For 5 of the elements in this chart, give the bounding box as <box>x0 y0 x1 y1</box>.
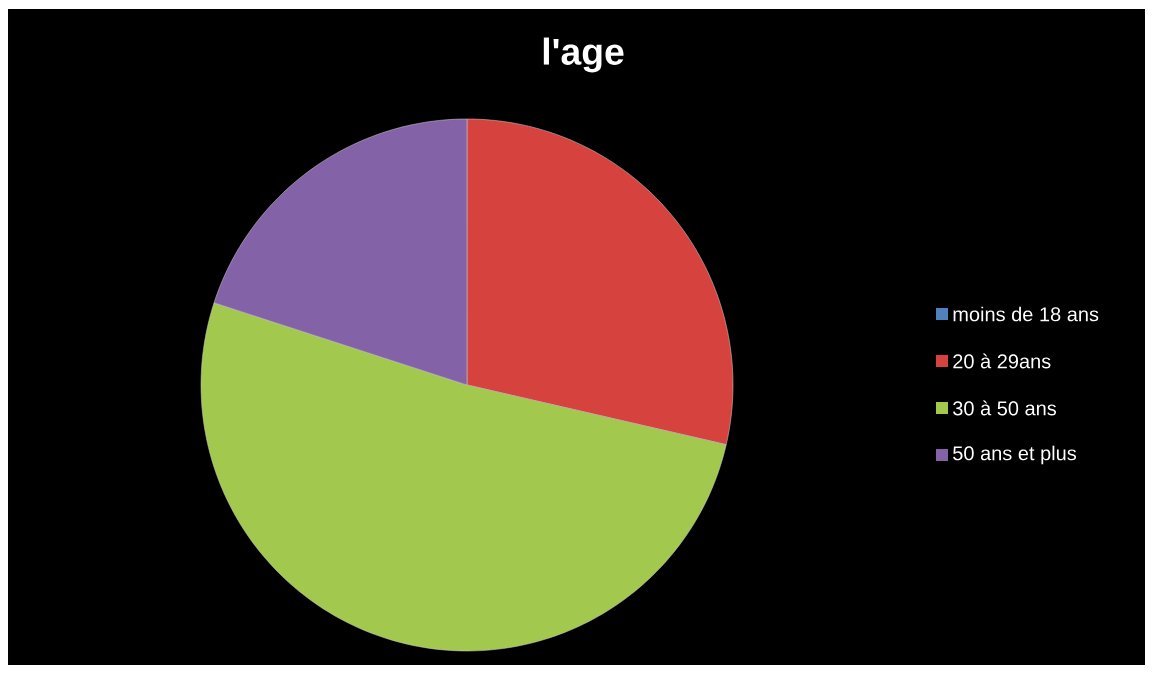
legend-label: 30 à 50 ans <box>953 400 1057 416</box>
legend-label: 50 ans et plus <box>953 445 1077 465</box>
chart-title: l'age <box>543 37 624 73</box>
legend-label: moins de 18 ans <box>953 306 1099 322</box>
legend-label: 20 à 29ans <box>953 353 1051 369</box>
